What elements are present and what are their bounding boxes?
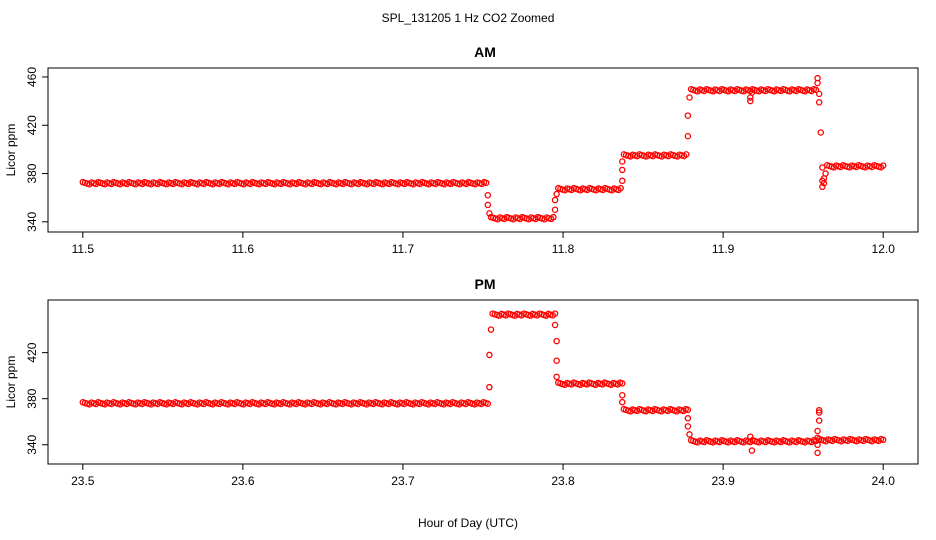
- x-tick-label-pm: 23.6: [231, 474, 255, 488]
- data-points-am: [79, 74, 887, 223]
- data-point: [819, 183, 826, 191]
- panel-am: AM Licor ppm 11.5 11.6 11.7 11.8 11.9 12.0 340…: [4, 44, 919, 256]
- data-point: [553, 190, 560, 198]
- data-point: [814, 79, 821, 87]
- panel-title-am: AM: [474, 44, 496, 60]
- data-point: [814, 434, 821, 442]
- data-point: [486, 210, 493, 217]
- data-point: [617, 184, 624, 192]
- y-tick-label-am: 420: [25, 115, 39, 135]
- plot-frame-am: [47, 67, 919, 233]
- x-tick-label-am: 11.5: [72, 242, 95, 256]
- data-point: [619, 398, 626, 406]
- x-axis-label: Hour of Day (UTC): [418, 516, 518, 530]
- x-tick-label-pm: 24.0: [872, 474, 896, 488]
- axis-ticks-am: 11.5 11.6 11.7 11.8 11.9 12.0 340 380 420 460: [25, 67, 895, 256]
- data-point: [815, 90, 823, 98]
- ylabel-am: Licor ppm: [4, 124, 18, 177]
- x-tick-label-pm: 23.8: [551, 474, 575, 488]
- data-point: [484, 201, 492, 209]
- data-point: [748, 89, 756, 96]
- data-point: [814, 449, 821, 457]
- data-point: [551, 321, 559, 329]
- data-point: [487, 326, 495, 333]
- data-point: [815, 409, 823, 416]
- x-tick-label-am: 12.0: [872, 242, 896, 256]
- data-point: [686, 431, 693, 438]
- x-tick-label-pm: 23.5: [71, 474, 95, 488]
- data-point: [814, 441, 821, 449]
- y-tick-label-pm: 420: [25, 342, 39, 362]
- data-point: [550, 213, 557, 221]
- data-point: [683, 151, 690, 158]
- data-point: [551, 196, 559, 204]
- panel-title-pm: PM: [475, 276, 496, 292]
- data-point: [619, 166, 626, 174]
- data-point: [551, 310, 559, 317]
- data-point: [553, 373, 560, 381]
- data-point: [812, 86, 820, 94]
- data-point: [879, 162, 887, 169]
- axis-ticks-pm: 23.5 23.6 23.7 23.8 23.9 24.0 340 380 420: [25, 342, 895, 488]
- panel-pm: PM Licor ppm 23.5 23.6 23.7 23.8 23.9 24.0 340…: [4, 276, 919, 488]
- data-point: [484, 400, 492, 407]
- data-point: [814, 427, 821, 435]
- data-point: [486, 383, 493, 391]
- data-point: [819, 164, 826, 171]
- x-tick-label-am: 11.9: [712, 242, 735, 256]
- y-tick-label-am: 380: [25, 163, 39, 183]
- data-point: [684, 423, 692, 430]
- data-point: [815, 417, 823, 424]
- data-point: [747, 433, 754, 440]
- data-point: [553, 337, 560, 345]
- figure-title: SPL_131205 1 Hz CO2 Zoomed: [382, 11, 555, 25]
- plot-frame-pm: [47, 299, 919, 465]
- data-points-pm: [79, 310, 887, 457]
- data-point: [822, 170, 829, 177]
- y-tick-label-am: 460: [25, 67, 39, 87]
- data-point: [747, 97, 754, 105]
- data-point: [551, 206, 559, 213]
- x-tick-label-am: 11.6: [232, 242, 255, 256]
- data-point: [879, 436, 887, 444]
- data-point: [684, 406, 692, 414]
- data-point: [815, 406, 823, 414]
- data-point: [815, 99, 823, 106]
- x-tick-label-pm: 23.7: [391, 474, 415, 488]
- data-point: [619, 380, 626, 387]
- data-point: [686, 94, 693, 101]
- x-tick-label-am: 11.7: [392, 242, 415, 256]
- data-point: [553, 357, 560, 364]
- data-point: [684, 132, 692, 140]
- y-tick-label-pm: 340: [25, 434, 39, 454]
- data-point: [748, 447, 756, 454]
- x-tick-label-pm: 23.9: [711, 474, 735, 488]
- data-point: [482, 179, 490, 187]
- data-point: [684, 415, 692, 422]
- y-tick-label-am: 340: [25, 211, 39, 231]
- data-point: [619, 158, 626, 165]
- data-point: [619, 391, 626, 399]
- data-point: [684, 112, 692, 119]
- data-point: [486, 351, 493, 359]
- data-point: [817, 129, 825, 136]
- x-tick-label-am: 11.8: [552, 242, 575, 256]
- data-point: [619, 177, 626, 185]
- ylabel-pm: Licor ppm: [4, 356, 18, 409]
- y-tick-label-pm: 380: [25, 388, 39, 408]
- data-point: [484, 192, 492, 199]
